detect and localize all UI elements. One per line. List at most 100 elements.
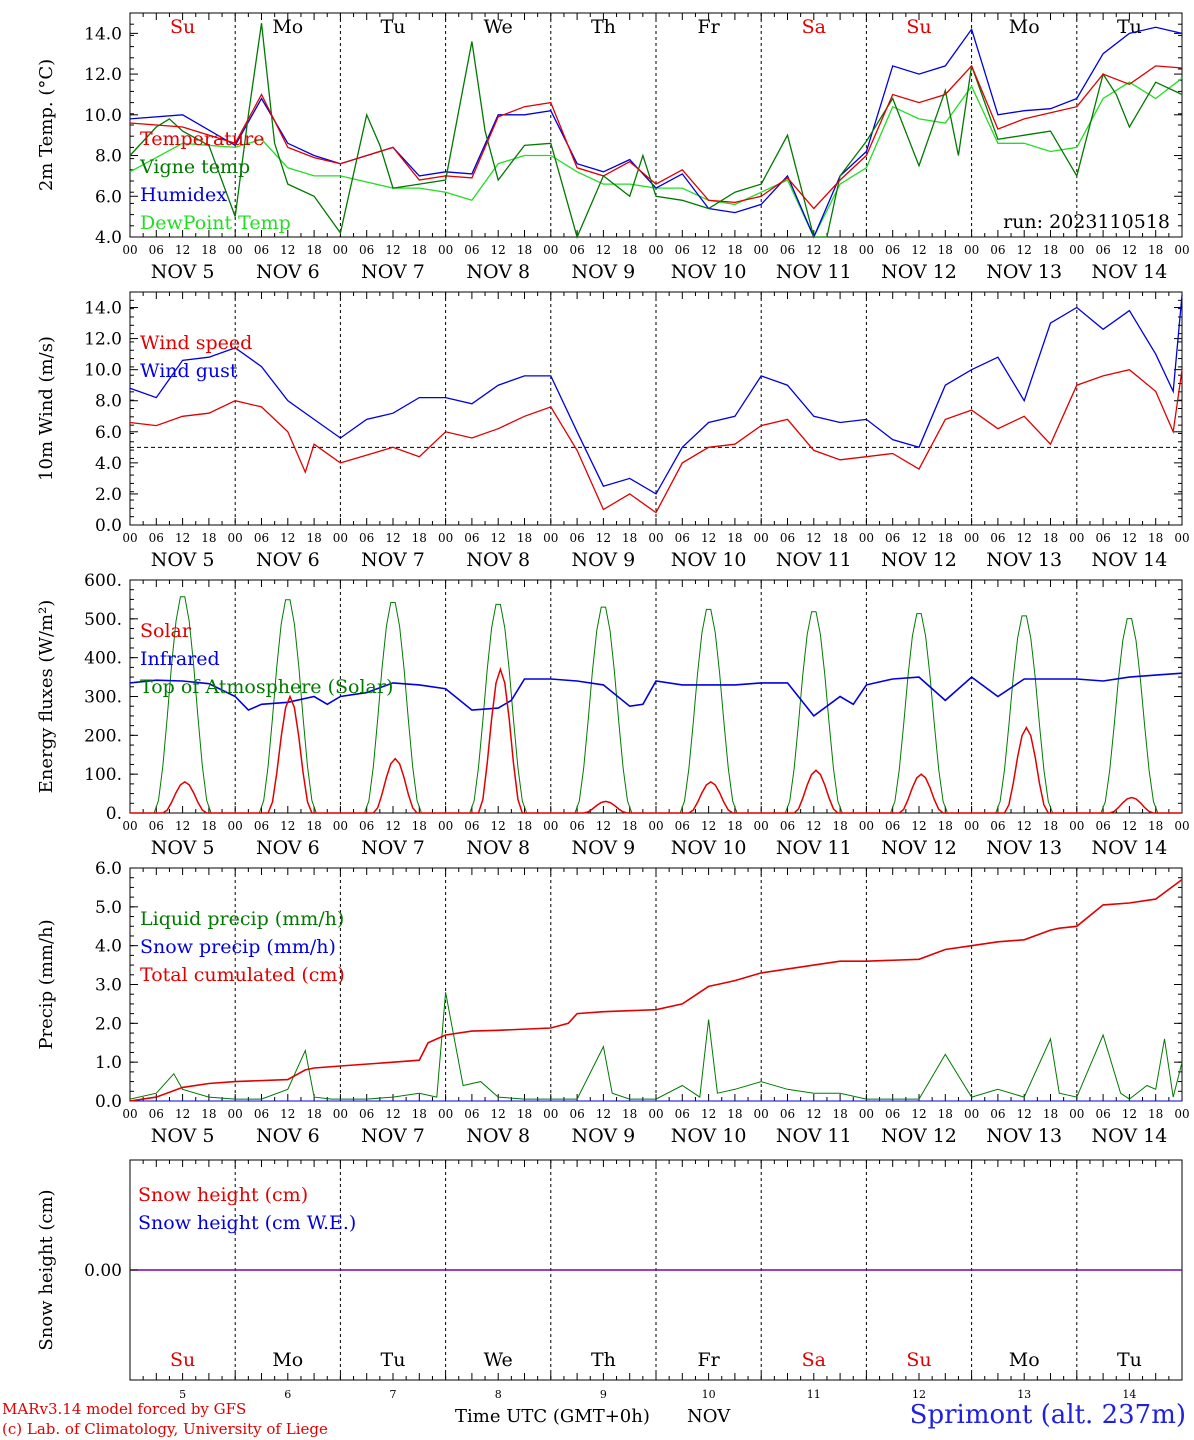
hour-tick-label: 12 bbox=[701, 243, 716, 257]
legend-temperature: Temperature bbox=[140, 128, 264, 150]
day-name-top-7: Su bbox=[906, 16, 931, 38]
date-label: NOV 7 bbox=[361, 837, 425, 859]
y-tick-label: 0.00 bbox=[84, 1261, 122, 1281]
hour-tick-label: 00 bbox=[648, 1107, 663, 1121]
day-name-top-5: Fr bbox=[697, 16, 720, 38]
hour-tick-label: 12 bbox=[175, 243, 190, 257]
day-name-top-3: We bbox=[484, 16, 513, 38]
legend-infrared: Infrared bbox=[140, 648, 220, 670]
series-vigne-temp bbox=[129, 23, 1183, 239]
hour-tick-label: 12 bbox=[175, 531, 190, 545]
date-label: NOV 14 bbox=[1091, 837, 1167, 859]
day-number: 9 bbox=[600, 1388, 607, 1401]
date-label: NOV 14 bbox=[1091, 549, 1167, 571]
hour-tick-label: 18 bbox=[622, 1107, 637, 1121]
series-wind-speed bbox=[129, 368, 1183, 514]
legend-vigne-temp: Vigne temp bbox=[139, 156, 250, 178]
model-credit: MARv3.14 model forced by GFS bbox=[2, 1400, 247, 1418]
y-tick-label: 500. bbox=[84, 610, 122, 630]
hour-tick-label: 00 bbox=[333, 243, 348, 257]
hour-tick-label: 06 bbox=[885, 819, 900, 833]
y-tick-label: 2.0 bbox=[95, 1014, 122, 1034]
hour-tick-label: 12 bbox=[1017, 819, 1032, 833]
hour-tick-label: 06 bbox=[990, 819, 1005, 833]
hour-tick-label: 18 bbox=[517, 531, 532, 545]
legend-wind-gust: Wind gust bbox=[140, 360, 238, 382]
hour-tick-label: 06 bbox=[990, 531, 1005, 545]
hour-tick-label: 12 bbox=[280, 243, 295, 257]
hour-tick-label: 12 bbox=[596, 531, 611, 545]
day-name-bottom-7: Su bbox=[906, 1349, 931, 1371]
hour-tick-label: 12 bbox=[385, 243, 400, 257]
hour-tick-label: 12 bbox=[385, 819, 400, 833]
hour-tick-label: 06 bbox=[464, 531, 479, 545]
hour-tick-label: 00 bbox=[228, 243, 243, 257]
hour-tick-label: 12 bbox=[701, 1107, 716, 1121]
y-tick-label: 300. bbox=[84, 688, 122, 708]
hour-tick-label: 00 bbox=[1174, 531, 1189, 545]
y-tick-label: 12.0 bbox=[84, 65, 122, 85]
series-solar bbox=[130, 666, 1182, 814]
y-tick-label: 6.0 bbox=[95, 859, 122, 879]
hour-tick-label: 18 bbox=[938, 531, 953, 545]
hour-tick-label: 00 bbox=[648, 243, 663, 257]
hour-tick-label: 06 bbox=[464, 819, 479, 833]
hour-tick-label: 12 bbox=[806, 531, 821, 545]
hour-tick-label: 12 bbox=[806, 1107, 821, 1121]
hour-tick-label: 18 bbox=[727, 1107, 742, 1121]
hour-tick-label: 00 bbox=[543, 1107, 558, 1121]
hour-tick-label: 00 bbox=[122, 531, 137, 545]
hour-tick-label: 00 bbox=[122, 243, 137, 257]
hour-tick-label: 06 bbox=[254, 243, 269, 257]
y-tick-label: 4.0 bbox=[95, 937, 122, 957]
day-name-top-6: Sa bbox=[802, 16, 826, 38]
hour-tick-label: 06 bbox=[675, 819, 690, 833]
hour-tick-label: 00 bbox=[438, 1107, 453, 1121]
hour-tick-label: 00 bbox=[543, 243, 558, 257]
hour-tick-label: 00 bbox=[1174, 1107, 1189, 1121]
day-name-bottom-0: Su bbox=[170, 1349, 195, 1371]
hour-tick-label: 06 bbox=[359, 531, 374, 545]
day-number: 11 bbox=[807, 1388, 821, 1401]
hour-tick-label: 00 bbox=[754, 1107, 769, 1121]
y-tick-label: 3.0 bbox=[95, 976, 122, 996]
hour-tick-label: 00 bbox=[1174, 819, 1189, 833]
hour-tick-label: 18 bbox=[306, 243, 321, 257]
hour-tick-label: 12 bbox=[280, 531, 295, 545]
hour-tick-label: 18 bbox=[1043, 1107, 1058, 1121]
hour-tick-label: 12 bbox=[1122, 531, 1137, 545]
day-name-top-0: Su bbox=[170, 16, 195, 38]
y-tick-label: 14.0 bbox=[84, 299, 122, 319]
hour-tick-label: 00 bbox=[438, 819, 453, 833]
day-name-top-8: Mo bbox=[1009, 16, 1040, 38]
hour-tick-label: 12 bbox=[385, 1107, 400, 1121]
date-label: NOV 9 bbox=[572, 261, 636, 283]
hour-tick-label: 06 bbox=[569, 1107, 584, 1121]
date-label: NOV 8 bbox=[466, 549, 530, 571]
day-name-bottom-5: Fr bbox=[697, 1349, 720, 1371]
hour-tick-label: 12 bbox=[1122, 243, 1137, 257]
hour-tick-label: 06 bbox=[675, 1107, 690, 1121]
lab-credit: (c) Lab. of Climatology, University of L… bbox=[2, 1420, 328, 1438]
date-label: NOV 10 bbox=[671, 549, 747, 571]
hour-tick-label: 18 bbox=[1043, 531, 1058, 545]
hour-tick-label: 06 bbox=[149, 819, 164, 833]
y-tick-label: 400. bbox=[84, 649, 122, 669]
date-label: NOV 13 bbox=[986, 261, 1062, 283]
hour-tick-label: 18 bbox=[1043, 819, 1058, 833]
date-label: NOV 10 bbox=[671, 837, 747, 859]
series-liquid-precip bbox=[129, 992, 1183, 1100]
hour-tick-label: 00 bbox=[964, 1107, 979, 1121]
hour-tick-label: 18 bbox=[306, 819, 321, 833]
date-label: NOV 13 bbox=[986, 1125, 1062, 1147]
day-name-bottom-6: Sa bbox=[802, 1349, 826, 1371]
hour-tick-label: 00 bbox=[1069, 819, 1084, 833]
hour-tick-label: 00 bbox=[333, 531, 348, 545]
legend-liquid-precip-mm-h-: Liquid precip (mm/h) bbox=[140, 908, 344, 930]
hour-tick-label: 18 bbox=[622, 243, 637, 257]
date-label: NOV 11 bbox=[776, 837, 852, 859]
hour-tick-label: 06 bbox=[149, 531, 164, 545]
date-label: NOV 5 bbox=[151, 1125, 215, 1147]
hour-tick-label: 12 bbox=[1122, 1107, 1137, 1121]
hour-tick-label: 18 bbox=[412, 243, 427, 257]
